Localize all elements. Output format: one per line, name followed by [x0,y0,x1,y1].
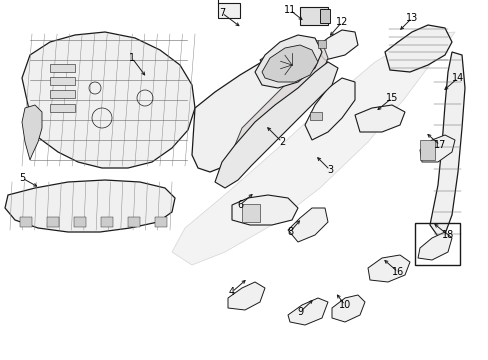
Polygon shape [260,40,321,72]
Bar [50,77,75,85]
Polygon shape [429,52,464,242]
Polygon shape [215,62,337,188]
Polygon shape [262,45,317,82]
Polygon shape [287,298,327,325]
Text: 2: 2 [278,137,285,147]
Bar [128,217,140,227]
Polygon shape [287,208,327,242]
Text: 1: 1 [129,53,135,63]
Polygon shape [305,78,354,140]
Text: 12: 12 [335,17,347,27]
Polygon shape [22,105,42,160]
Bar [50,104,75,112]
Bar [50,64,75,72]
Polygon shape [231,195,297,225]
Bar [101,217,113,227]
Text: 14: 14 [451,73,463,83]
Polygon shape [227,282,264,310]
Text: 10: 10 [338,300,350,310]
Polygon shape [254,35,321,88]
Polygon shape [354,105,404,132]
Text: 6: 6 [237,200,243,210]
Bar [419,140,434,160]
Text: 9: 9 [296,307,303,317]
Text: 17: 17 [433,140,445,150]
Text: 4: 4 [228,287,235,297]
Polygon shape [314,30,357,60]
Bar [218,3,240,18]
Bar [47,217,59,227]
Bar [20,217,32,227]
Bar [50,90,75,98]
Polygon shape [192,48,329,172]
Bar [242,204,260,222]
Text: 11: 11 [284,5,296,15]
Polygon shape [419,135,454,162]
Polygon shape [384,25,451,72]
Bar [299,7,327,25]
Text: 5: 5 [19,173,25,183]
Bar [155,217,167,227]
Bar [317,40,325,48]
Bar [414,223,459,265]
Polygon shape [5,180,175,232]
Polygon shape [172,32,454,265]
Polygon shape [417,232,451,260]
Text: 18: 18 [441,230,453,240]
Polygon shape [22,32,195,168]
Text: 3: 3 [326,165,332,175]
Text: 16: 16 [391,267,403,277]
Polygon shape [331,295,364,322]
Text: 7: 7 [219,8,224,18]
Bar [319,9,329,23]
Bar [74,217,86,227]
Text: 15: 15 [385,93,397,103]
Text: 8: 8 [286,227,292,237]
Polygon shape [367,255,409,282]
Bar [309,112,321,120]
Text: 13: 13 [405,13,417,23]
Polygon shape [235,38,327,152]
